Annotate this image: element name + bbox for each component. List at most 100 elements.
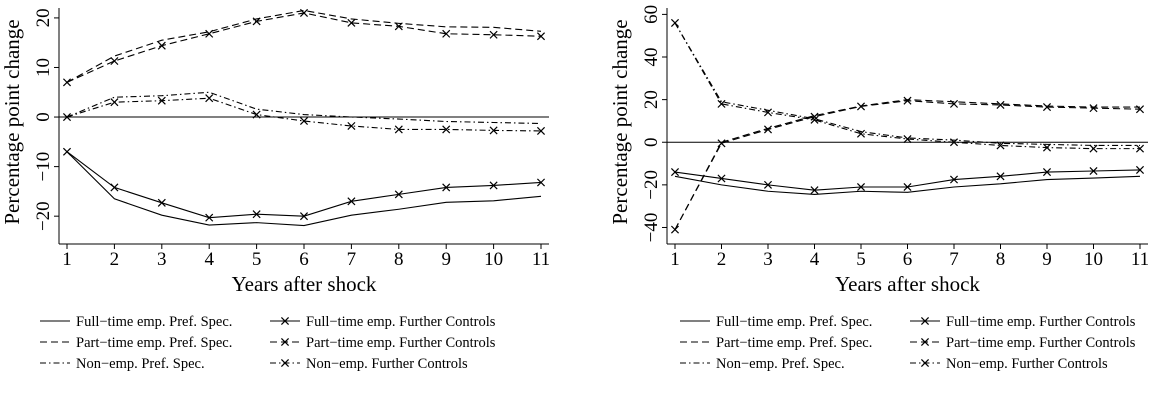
x-tick-label: 9 (1042, 249, 1052, 270)
data-point (949, 175, 959, 184)
data-point (1042, 143, 1052, 152)
data-point (949, 138, 959, 147)
legend-label: Full−time emp. Further Controls (946, 314, 1136, 330)
legend-marker (920, 337, 930, 347)
data-point (299, 212, 309, 221)
data-point (536, 126, 546, 135)
x-tick-label: 3 (157, 249, 167, 270)
x-tick-label: 6 (299, 249, 309, 270)
x-tick-label: 2 (110, 249, 120, 270)
y-tick-label: 40 (641, 48, 662, 67)
legend-label: Part−time emp. Further Controls (946, 335, 1136, 351)
legend-item: Non−emp. Further Controls (910, 356, 1108, 372)
legend-item: Non−emp. Pref. Spec. (680, 356, 845, 372)
data-point (299, 116, 309, 126)
legend-label: Part−time emp. Pref. Spec. (716, 335, 872, 351)
x-tick-label: 5 (856, 249, 866, 270)
x-tick-label: 10 (484, 249, 503, 270)
y-tick-label: 0 (33, 112, 54, 122)
data-point (856, 102, 866, 111)
legend-marker (280, 358, 290, 368)
data-point (670, 225, 680, 234)
y-tick-label: −10 (33, 152, 54, 182)
data-point (903, 182, 912, 192)
x-tick-label: 1 (670, 249, 680, 270)
data-point (347, 197, 356, 206)
data-point (1135, 144, 1145, 153)
data-point (717, 139, 726, 148)
y-tick-label: −40 (641, 213, 662, 243)
y-tick-label: 0 (641, 137, 662, 147)
legend-item: Full−time emp. Pref. Spec. (680, 314, 872, 330)
data-point (536, 178, 546, 187)
data-point (670, 18, 680, 27)
series-line (674, 99, 1140, 230)
legend-item: Full−time emp. Further Controls (910, 314, 1136, 330)
legend-item: Full−time emp. Pref. Spec. (40, 314, 232, 330)
legend-label: Non−emp. Pref. Spec. (716, 356, 845, 372)
data-point (810, 115, 819, 124)
legend-item: Part−time emp. Further Controls (910, 335, 1136, 351)
data-point (1135, 165, 1145, 174)
data-point (347, 18, 356, 27)
data-point (489, 181, 498, 190)
data-point (996, 172, 1005, 181)
data-point (347, 121, 356, 130)
x-tick-label: 11 (1131, 249, 1149, 270)
legend-item: Non−emp. Pref. Spec. (40, 356, 205, 372)
data-point (442, 29, 451, 38)
data-point (252, 110, 261, 119)
data-point (763, 125, 773, 134)
series-line (66, 97, 542, 132)
x-tick-label: 11 (532, 249, 550, 270)
legend-label: Part−time emp. Further Controls (306, 335, 496, 351)
data-point (670, 168, 680, 177)
data-point (763, 180, 773, 189)
data-point (536, 32, 546, 41)
legend-label: Full−time emp. Pref. Spec. (716, 314, 872, 330)
series-line (66, 151, 542, 227)
legend-label: Non−emp. Further Controls (946, 356, 1108, 372)
series-0 (66, 151, 542, 227)
data-point (205, 29, 214, 38)
series-1 (670, 165, 1145, 195)
series-3 (62, 8, 546, 87)
data-point (442, 125, 451, 134)
data-point (394, 22, 403, 31)
data-point (949, 99, 959, 108)
series-line (66, 9, 542, 83)
legend-item: Full−time emp. Further Controls (270, 314, 496, 330)
data-point (903, 96, 912, 105)
chart-right: 1 2 3 4 5 6 7 8 9 10 11 −40 −20 0 20 40 60 Years after sh… (608, 5, 1149, 372)
y-tick-label: 10 (33, 58, 54, 77)
data-point (110, 57, 119, 66)
data-point (856, 182, 866, 192)
data-point (763, 108, 773, 117)
data-point (157, 198, 166, 207)
x-tick-label: 3 (763, 249, 773, 270)
x-tick-label: 8 (996, 249, 1006, 270)
legend-marker (280, 337, 290, 347)
x-tick-label: 9 (441, 249, 451, 270)
data-point (856, 129, 866, 138)
data-point (1042, 168, 1052, 177)
data-point (489, 126, 498, 135)
legend-item: Non−emp. Further Controls (270, 356, 468, 372)
legend-item: Part−time emp. Pref. Spec. (680, 335, 872, 351)
series-line (674, 100, 1141, 230)
series-0 (674, 175, 1141, 195)
x-tick-label: 4 (810, 249, 820, 270)
series-5 (670, 18, 1145, 153)
data-point (996, 141, 1005, 150)
x-tick-label: 7 (347, 249, 357, 270)
data-point (1089, 104, 1098, 113)
data-point (157, 41, 166, 50)
data-point (489, 30, 498, 39)
data-point (62, 113, 72, 122)
data-point (810, 186, 819, 195)
legend: Full−time emp. Pref. Spec. Full−time emp.… (680, 314, 1136, 372)
series-5 (62, 94, 546, 135)
x-tick-label: 1 (62, 249, 72, 270)
x-tick-label: 4 (204, 249, 214, 270)
series-4 (66, 91, 542, 125)
